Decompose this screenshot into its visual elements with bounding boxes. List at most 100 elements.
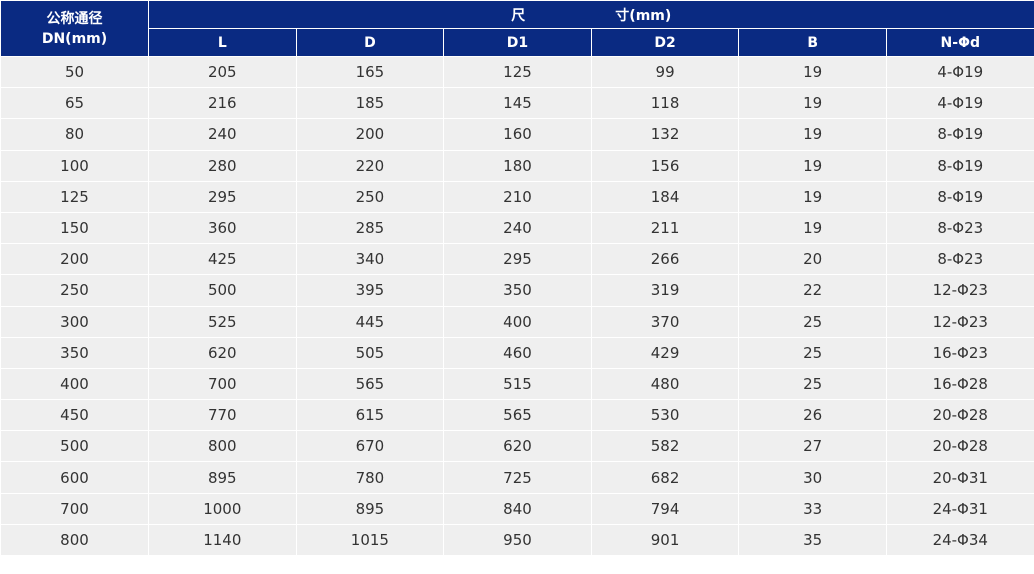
table-cell: 19 [738,55,887,89]
table-cell: 24-Φ34 [885,523,1034,557]
table-cell: 211 [590,211,740,245]
table-cell: 350 [443,274,592,307]
column-header: B [738,28,887,57]
table-row: 400 700 565 515 480 25 16-Φ28 [0,367,1034,401]
table-cell: 600 [0,461,149,494]
table-cell: 4-Φ19 [885,87,1034,120]
table-cell: 901 [590,523,740,557]
column-header: D [295,28,445,57]
table-row: 100 280 220 180 156 19 8-Φ19 [0,149,1034,182]
table-cell: 100 [0,149,149,182]
table-cell: 125 [0,180,149,213]
table-cell: 800 [148,430,297,463]
header-dimensions: 尺 寸(mm) [148,0,1034,29]
table-row: 700 1000 895 840 794 33 24-Φ31 [0,492,1034,525]
table-row: 450 770 615 565 530 26 20-Φ28 [0,399,1034,432]
table-cell: 1015 [295,523,445,557]
table-cell: 480 [590,367,740,401]
table-cell: 125 [443,55,592,89]
table-cell: 429 [590,336,740,369]
column-header: D1 [443,28,592,57]
table-cell: 180 [443,149,592,182]
header-dim-part2: 寸(mm) [615,7,672,24]
table-cell: 670 [295,430,445,463]
table-cell: 8-Φ23 [885,243,1034,276]
table-cell: 565 [443,399,592,432]
table-cell: 615 [295,399,445,432]
table-cell: 1000 [148,492,297,525]
table-cell: 99 [590,55,740,89]
table-cell: 700 [148,367,297,401]
table-cell: 216 [148,87,297,120]
table-cell: 250 [0,274,149,307]
table-cell: 425 [148,243,297,276]
table-cell: 800 [0,523,149,557]
table-cell: 220 [295,149,445,182]
table-cell: 445 [295,305,445,338]
table-cell: 460 [443,336,592,369]
table-cell: 8-Φ19 [885,149,1034,182]
table-row: 125 295 250 210 184 19 8-Φ19 [0,180,1034,213]
column-header: N-Φd [885,28,1034,57]
table-row: 50 205 165 125 99 19 4-Φ19 [0,55,1034,89]
table-cell: 185 [295,87,445,120]
table-cell: 8-Φ23 [885,211,1034,245]
table-cell: 33 [738,492,887,525]
table-row: 80 240 200 160 132 19 8-Φ19 [0,118,1034,151]
table-row: 200 425 340 295 266 20 8-Φ23 [0,243,1034,276]
table-cell: 895 [148,461,297,494]
table-cell: 12-Φ23 [885,305,1034,338]
table-row: 300 525 445 400 370 25 12-Φ23 [0,305,1034,338]
table-cell: 19 [738,211,887,245]
table-cell: 25 [738,367,887,401]
table-cell: 780 [295,461,445,494]
table-cell: 620 [148,336,297,369]
table-cell: 25 [738,305,887,338]
column-header: D2 [590,28,740,57]
table-cell: 370 [590,305,740,338]
table-row: 600 895 780 725 682 30 20-Φ31 [0,461,1034,494]
table-cell: 132 [590,118,740,151]
table-cell: 20-Φ28 [885,430,1034,463]
table-cell: 200 [0,243,149,276]
table-cell: 794 [590,492,740,525]
column-header: L [148,28,297,57]
table-cell: 950 [443,523,592,557]
table-cell: 515 [443,367,592,401]
table-cell: 295 [148,180,297,213]
table-row: 65 216 185 145 118 19 4-Φ19 [0,87,1034,120]
table-cell: 118 [590,87,740,120]
header-dn-line1: 公称通径 [46,10,103,27]
table-cell: 565 [295,367,445,401]
table-cell: 500 [148,274,297,307]
table-cell: 22 [738,274,887,307]
table-cell: 525 [148,305,297,338]
table-cell: 156 [590,149,740,182]
table-cell: 25 [738,336,887,369]
table-row: 250 500 395 350 319 22 12-Φ23 [0,274,1034,307]
table-cell: 295 [443,243,592,276]
table-cell: 12-Φ23 [885,274,1034,307]
table-cell: 450 [0,399,149,432]
table-cell: 400 [0,367,149,401]
table-cell: 205 [148,55,297,89]
table-cell: 210 [443,180,592,213]
table-cell: 165 [295,55,445,89]
table-cell: 20-Φ28 [885,399,1034,432]
table-cell: 184 [590,180,740,213]
table-cell: 20 [738,243,887,276]
table-cell: 150 [0,211,149,245]
table-cell: 1140 [148,523,297,557]
table-cell: 30 [738,461,887,494]
table-cell: 400 [443,305,592,338]
header-dn-line2: DN(mm) [41,30,108,47]
table-cell: 360 [148,211,297,245]
table-cell: 682 [590,461,740,494]
table-cell: 395 [295,274,445,307]
table-cell: 160 [443,118,592,151]
table-cell: 895 [295,492,445,525]
table-cell: 285 [295,211,445,245]
table-cell: 505 [295,336,445,369]
table-cell: 35 [738,523,887,557]
table-cell: 80 [0,118,149,151]
